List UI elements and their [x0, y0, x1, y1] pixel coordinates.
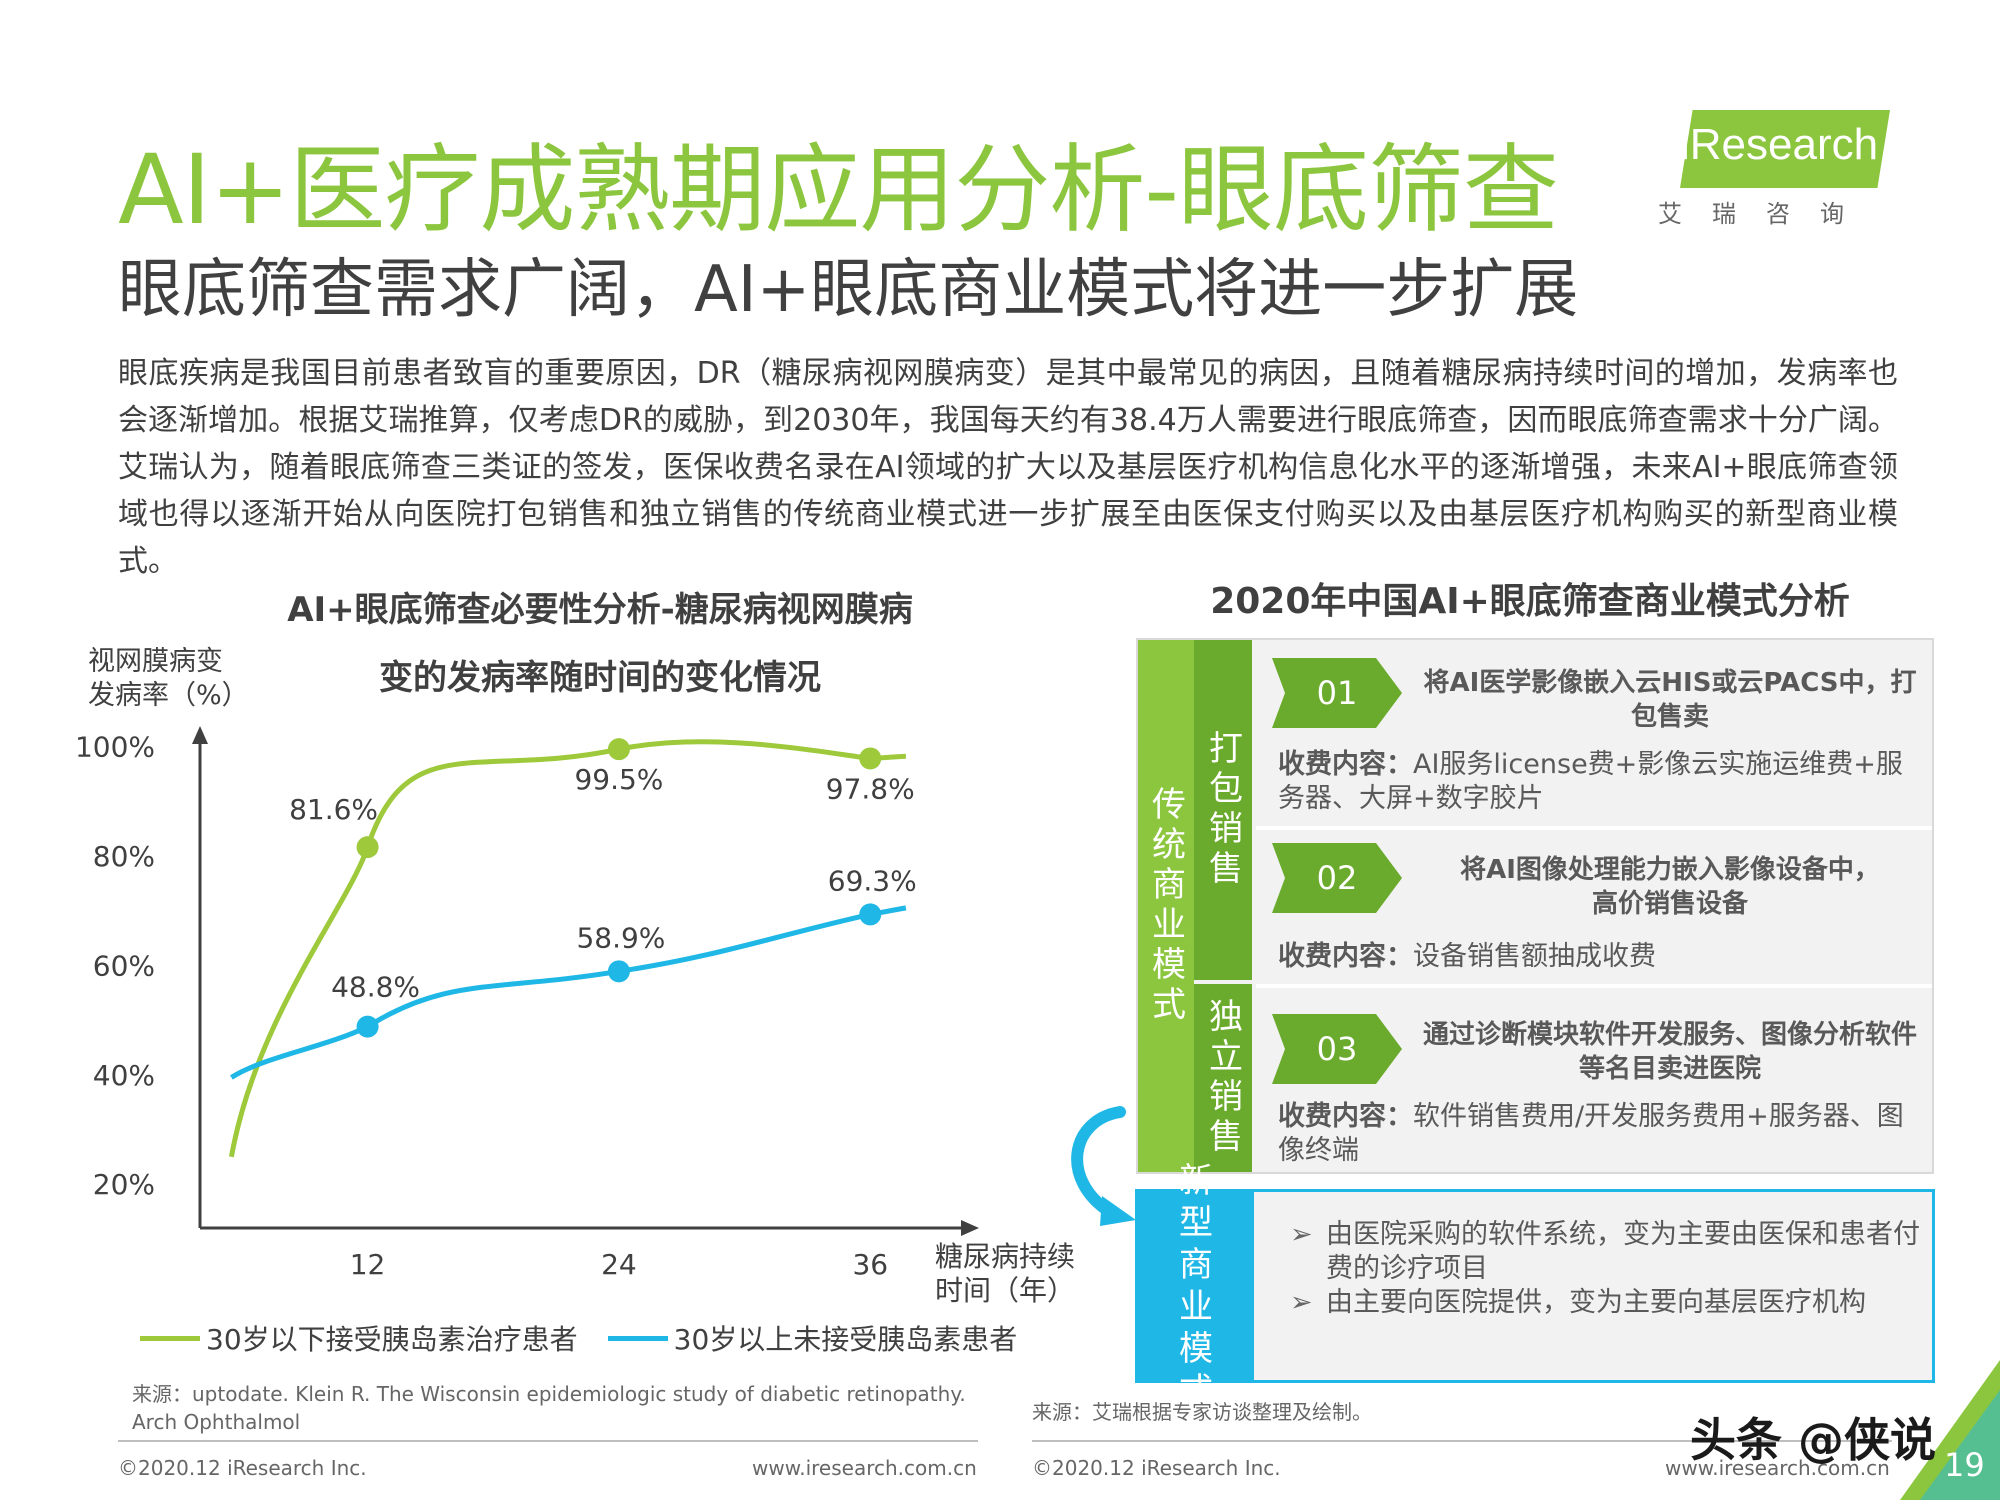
- y-tick-label: 80%: [93, 840, 155, 873]
- right-divider: [1032, 1440, 1892, 1442]
- row3-fee-label: 收费内容：: [1278, 1101, 1413, 1132]
- row1-title: 将AI医学影像嵌入云HIS或云PACS中，打包售卖: [1423, 668, 1917, 732]
- series-line-1: [228, 739, 907, 1158]
- right-source: 来源：艾瑞根据专家访谈整理及绘制。: [1032, 1400, 1372, 1424]
- y-axis-title-line2: 发病率（%）: [88, 680, 249, 711]
- standalone-sales-label: 独立销售: [1202, 998, 1243, 1158]
- right-footer-copyright: ©2020.12 iResearch Inc.: [1032, 1456, 1281, 1480]
- page-title: AI+医疗成熟期应用分析-眼底筛查: [118, 134, 1559, 246]
- series1-data-label: 81.6%: [289, 793, 378, 826]
- y-tick-label: 60%: [93, 949, 155, 982]
- new-model-item-text: 由主要向医院提供，变为主要向基层医疗机构: [1326, 1287, 1866, 1318]
- series2-point: [607, 960, 630, 983]
- body-paragraph: 眼底疾病是我国目前患者致盲的重要原因，DR（糖尿病视网膜病变）是其中最常见的病因…: [118, 356, 1898, 579]
- left-footer-url: www.iresearch.com.cn: [752, 1456, 977, 1480]
- row-divider-2: [1256, 984, 1932, 988]
- series1-point: [859, 747, 882, 770]
- right-panel-title: 2020年中国AI+眼底筛查商业模式分析: [1210, 581, 1850, 622]
- series1-data-label: 97.8%: [826, 772, 915, 805]
- logo-name: iResearch: [1680, 120, 1879, 169]
- chart-title-line1: AI+眼底筛查必要性分析-糖尿病视网膜病: [287, 590, 913, 630]
- legend-swatch-series1: [140, 1335, 200, 1341]
- legend-label-series2: 30岁以上未接受胰岛素患者: [673, 1323, 1018, 1356]
- x-axis-title: 糖尿病持续 时间（年）: [935, 1240, 1075, 1308]
- row2-number-tag: 02: [1272, 843, 1402, 913]
- row1-fee-label: 收费内容：: [1278, 749, 1413, 780]
- corner-decoration: [1900, 1360, 2000, 1500]
- series1-point: [356, 836, 379, 859]
- y-tick-label: 40%: [93, 1059, 155, 1092]
- y-tick-label: 20%: [93, 1168, 155, 1201]
- row-divider-1: [1256, 826, 1932, 830]
- row2-title: 将AI图像处理能力嵌入影像设备中，高价销售设备: [1460, 855, 1880, 919]
- curved-arrow-icon: [1071, 1106, 1136, 1226]
- row2-fee-label: 收费内容：: [1278, 941, 1413, 972]
- new-model-block: [1138, 1192, 1932, 1380]
- bundle-sales-label: 打包销售: [1202, 730, 1243, 890]
- y-axis-title: 视网膜病变 发病率（%）: [88, 645, 249, 713]
- logo-background: [1680, 110, 1890, 188]
- logo-subtitle: 艾瑞咨询: [1658, 200, 1874, 228]
- row1-number-tag: 01: [1272, 658, 1402, 728]
- x-tick-label: 24: [601, 1248, 637, 1281]
- row3-fee-text: 软件销售费用/开发服务费用+服务器、图像终端: [1278, 1101, 1904, 1166]
- bullet-arrow-icon: ➢: [1290, 1219, 1313, 1250]
- series2-point: [859, 903, 882, 926]
- legend-label-series1: 30岁以下接受胰岛素治疗患者: [206, 1323, 578, 1356]
- row1-fee: 收费内容：AI服务license费+影像云实施运维费+服务器、大屏+数字胶片: [1278, 748, 1918, 816]
- row2-fee-text: 设备销售额抽成收费: [1413, 941, 1656, 972]
- series1-point: [607, 738, 630, 761]
- right-footer-url: www.iresearch.com.cn: [1665, 1456, 1890, 1480]
- page-number: 19: [1944, 1446, 1985, 1484]
- row1-fee-text: AI服务license费+影像云实施运维费+服务器、大屏+数字胶片: [1278, 749, 1903, 814]
- bundle-sales-label-box: 打包销售: [1194, 640, 1252, 980]
- y-axis-title-line1: 视网膜病变: [88, 646, 223, 677]
- chart-legend: 30岁以下接受胰岛素治疗患者 30岁以上未接受胰岛素患者: [140, 1318, 1017, 1358]
- x-tick-label: 36: [852, 1248, 888, 1281]
- row2-fee: 收费内容：设备销售额抽成收费: [1278, 940, 1918, 974]
- row3-title: 通过诊断模块软件开发服务、图像分析软件等名目卖进医院: [1422, 1020, 1917, 1084]
- x-tick-label: 12: [350, 1248, 386, 1281]
- new-model-item-text: 由医院采购的软件系统，变为主要由医保和患者付费的诊疗项目: [1326, 1219, 1920, 1284]
- left-divider: [118, 1440, 978, 1442]
- left-source: 来源：uptodate. Klein R. The Wisconsin epid…: [132, 1382, 966, 1434]
- series2-data-label: 48.8%: [331, 971, 420, 1004]
- left-footer-copyright: ©2020.12 iResearch Inc.: [118, 1456, 367, 1480]
- page-subtitle: 眼底筛查需求广阔，AI+眼底商业模式将进一步扩展: [118, 253, 1579, 327]
- row3-fee: 收费内容：软件销售费用/开发服务费用+服务器、图像终端: [1278, 1100, 1918, 1168]
- row3-number-tag: 03: [1272, 1014, 1402, 1084]
- watermark: 头条 @侠说: [1690, 1413, 1937, 1467]
- x-axis-title-line1: 糖尿病持续: [935, 1240, 1076, 1273]
- standalone-sales-label-box: 独立销售: [1194, 984, 1252, 1172]
- traditional-model-label-box: 传统商业模式: [1138, 640, 1194, 1172]
- iresearch-logo: iResearch 艾瑞咨询: [1650, 104, 1900, 228]
- new-model-label: 新型商业模式: [1179, 1161, 1213, 1411]
- new-model-item: ➢ 由主要向医院提供，变为主要向基层医疗机构: [1290, 1286, 1946, 1320]
- line-chart: 100% 80% 60% 40% 20% 12 24 36 81.6% 99.5% 97.8% 48.…: [75, 726, 979, 1281]
- chart-title-line2: 变的发病率随时间的变化情况: [379, 658, 821, 698]
- x-axis-arrow-icon: [961, 1220, 979, 1236]
- new-model-label-box: 新型商业模式: [1138, 1161, 1254, 1411]
- y-tick-label: 100%: [75, 730, 155, 763]
- traditional-model-label: 传统商业模式: [1145, 786, 1186, 1026]
- series2-point: [356, 1015, 379, 1038]
- traditional-model-block: [1138, 640, 1932, 1172]
- bullet-arrow-icon: ➢: [1290, 1287, 1313, 1318]
- series2-data-label: 69.3%: [828, 864, 917, 897]
- series1-data-label: 99.5%: [574, 763, 663, 796]
- y-axis-arrow-icon: [192, 726, 208, 744]
- legend-swatch-series2: [607, 1335, 668, 1341]
- series2-data-label: 58.9%: [576, 921, 665, 954]
- x-axis-title-line2: 时间（年）: [935, 1274, 1076, 1307]
- new-model-item: ➢ 由医院采购的软件系统，变为主要由医保和患者付费的诊疗项目: [1290, 1218, 1946, 1286]
- series-line-2: [230, 905, 907, 1080]
